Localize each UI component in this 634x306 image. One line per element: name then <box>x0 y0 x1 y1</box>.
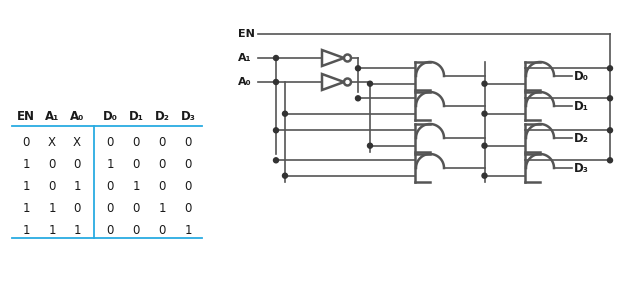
Text: 1: 1 <box>22 158 30 170</box>
Text: 0: 0 <box>133 158 139 170</box>
Text: 0: 0 <box>107 136 113 148</box>
Text: 0: 0 <box>48 180 56 192</box>
Text: 1: 1 <box>48 201 56 215</box>
Text: A₁: A₁ <box>238 53 252 63</box>
Text: EN: EN <box>238 29 255 39</box>
Text: A₁: A₁ <box>45 110 59 122</box>
Text: 1: 1 <box>158 201 165 215</box>
Text: 0: 0 <box>184 158 191 170</box>
Text: 0: 0 <box>184 201 191 215</box>
Circle shape <box>273 55 278 61</box>
Text: X: X <box>73 136 81 148</box>
Text: 0: 0 <box>158 158 165 170</box>
Text: 0: 0 <box>184 136 191 148</box>
Circle shape <box>368 143 373 148</box>
Text: 0: 0 <box>133 201 139 215</box>
Text: 1: 1 <box>22 223 30 237</box>
Text: 0: 0 <box>22 136 30 148</box>
Circle shape <box>607 66 612 71</box>
Text: D₀: D₀ <box>103 110 117 122</box>
Text: 0: 0 <box>158 223 165 237</box>
Text: 0: 0 <box>74 201 81 215</box>
Text: 0: 0 <box>107 223 113 237</box>
Text: 0: 0 <box>184 180 191 192</box>
Circle shape <box>356 96 361 101</box>
Text: 0: 0 <box>107 180 113 192</box>
Text: 1: 1 <box>184 223 191 237</box>
Text: 0: 0 <box>107 201 113 215</box>
Text: D₁: D₁ <box>574 99 589 113</box>
Text: D₂: D₂ <box>155 110 169 122</box>
Circle shape <box>482 173 487 178</box>
Circle shape <box>368 81 373 86</box>
Text: 1: 1 <box>74 223 81 237</box>
Circle shape <box>283 111 287 116</box>
Text: X: X <box>48 136 56 148</box>
Text: A₀: A₀ <box>238 77 252 87</box>
Circle shape <box>607 128 612 133</box>
Circle shape <box>482 81 487 86</box>
Circle shape <box>482 143 487 148</box>
Circle shape <box>283 173 287 178</box>
Circle shape <box>356 66 361 71</box>
Text: 0: 0 <box>133 136 139 148</box>
Text: A₀: A₀ <box>70 110 84 122</box>
Circle shape <box>607 158 612 163</box>
Text: 1: 1 <box>74 180 81 192</box>
Text: D₃: D₃ <box>574 162 589 174</box>
Circle shape <box>273 128 278 133</box>
Text: D₀: D₀ <box>574 69 589 83</box>
Text: 0: 0 <box>48 158 56 170</box>
Text: 1: 1 <box>48 223 56 237</box>
Text: D₁: D₁ <box>129 110 143 122</box>
Circle shape <box>273 80 278 84</box>
Text: 1: 1 <box>22 180 30 192</box>
Text: EN: EN <box>17 110 35 122</box>
Circle shape <box>482 111 487 116</box>
Text: 1: 1 <box>22 201 30 215</box>
Text: 1: 1 <box>107 158 113 170</box>
Text: 0: 0 <box>133 223 139 237</box>
Circle shape <box>273 158 278 163</box>
Circle shape <box>607 96 612 101</box>
Text: 0: 0 <box>74 158 81 170</box>
Text: 0: 0 <box>158 180 165 192</box>
Text: D₂: D₂ <box>574 132 589 144</box>
Text: D₃: D₃ <box>181 110 195 122</box>
Text: 0: 0 <box>158 136 165 148</box>
Text: 1: 1 <box>133 180 139 192</box>
